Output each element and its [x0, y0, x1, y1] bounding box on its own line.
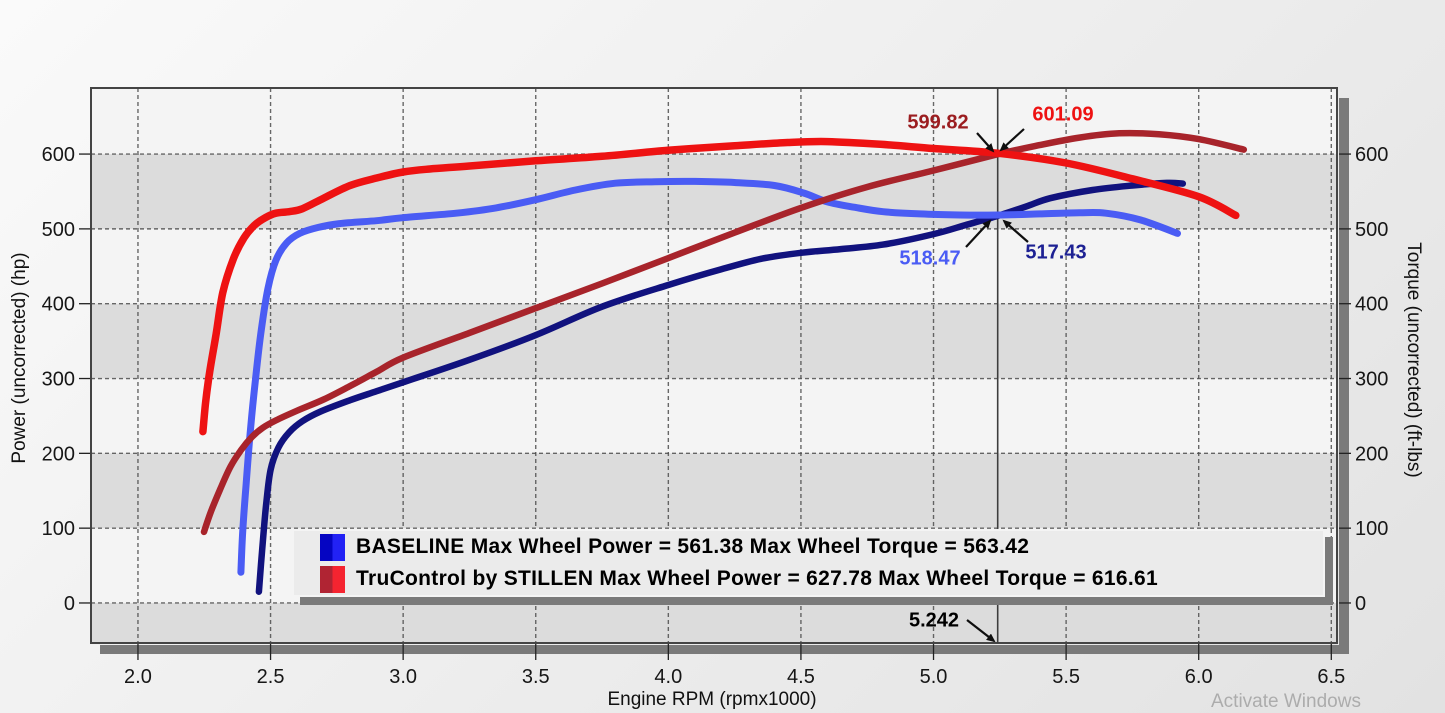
curve-trucontrol-power [200, 129, 1248, 536]
plot-band [91, 303, 1337, 379]
y-tick-label-right: 200 [1355, 443, 1388, 465]
plot-border [90, 87, 1338, 644]
curve-baseline-torque [237, 177, 1181, 576]
x-axis-title: Engine RPM (rpmx1000) [607, 689, 817, 710]
x-tick-label: 3.5 [522, 666, 550, 688]
y-tick-label-left: 500 [42, 219, 75, 241]
y-tick-label-left: 200 [42, 443, 75, 465]
y-axis-title-torque: Torque (uncorrected) (ft-lbs) [1403, 242, 1424, 478]
y-axis-title-power: Power (uncorrected) (hp) [9, 252, 30, 464]
plot-band [91, 602, 1337, 643]
y-tick-label-left: 600 [42, 144, 75, 166]
annotation-arrow-cursor-rpm [966, 619, 996, 643]
plot-band [91, 154, 1337, 229]
legend-label-trucontrol: TruControl by STILLEN Max Wheel Power = … [356, 567, 1158, 590]
x-tick-label: 4.0 [654, 666, 682, 688]
annotation-tc-torque-at-cursor: 601.09 [1032, 103, 1094, 126]
x-tick-label: 5.5 [1052, 666, 1080, 688]
x-tick-label: 4.5 [787, 666, 815, 688]
plot-shadow-bottom [100, 645, 1349, 654]
annotation-arrow-tc-torque-at-cursor [999, 128, 1025, 152]
plot-band [91, 453, 1337, 529]
annotation-arrow-tc-power-at-cursor [976, 132, 995, 153]
plot-shadow-right [1339, 98, 1349, 653]
y-tick-label-right: 100 [1355, 518, 1388, 540]
x-tick-label: 3.0 [389, 666, 417, 688]
y-tick-label-right: 500 [1355, 219, 1388, 241]
x-tick-label: 5.0 [920, 666, 948, 688]
x-tick-label: 2.5 [257, 666, 285, 688]
baseline-color-swatch [320, 533, 345, 561]
annotation-arrow-bl-torque-at-cursor [965, 219, 992, 248]
annotation-cursor-rpm: 5.242 [908, 609, 960, 632]
x-tick-label: 6.0 [1185, 666, 1213, 688]
y-tick-label-right: 400 [1355, 294, 1388, 316]
y-tick-label-left: 0 [64, 593, 75, 615]
x-tick-label: 2.0 [124, 666, 152, 688]
annotation-arrow-bl-power-at-cursor [1002, 219, 1029, 243]
y-tick-label-right: 0 [1355, 593, 1366, 615]
legend-box[interactable]: BASELINE Max Wheel Power = 561.38 Max Wh… [292, 529, 1325, 597]
y-tick-label-left: 100 [42, 518, 75, 540]
annotation-tc-power-at-cursor: 599.82 [907, 111, 969, 134]
curve-trucontrol-torque [199, 137, 1240, 436]
activate-windows-watermark: Activate Windows [1211, 691, 1361, 712]
legend-row-baseline: BASELINE Max Wheel Power = 561.38 Max Wh… [320, 533, 1323, 562]
curve-baseline-power [255, 179, 1187, 595]
x-tick-label: 6.5 [1317, 666, 1345, 688]
legend-label-baseline: BASELINE Max Wheel Power = 561.38 Max Wh… [356, 535, 1030, 558]
y-tick-label-right: 600 [1355, 144, 1388, 166]
y-tick-label-left: 400 [42, 294, 75, 316]
y-tick-label-right: 300 [1355, 369, 1388, 391]
annotation-bl-power-at-cursor: 517.43 [1025, 241, 1087, 264]
annotation-bl-torque-at-cursor: 518.47 [899, 247, 961, 270]
legend-row-trucontrol: TruControl by STILLEN Max Wheel Power = … [320, 565, 1323, 594]
trucontrol-color-swatch [320, 565, 345, 593]
y-tick-label-left: 300 [42, 369, 75, 391]
